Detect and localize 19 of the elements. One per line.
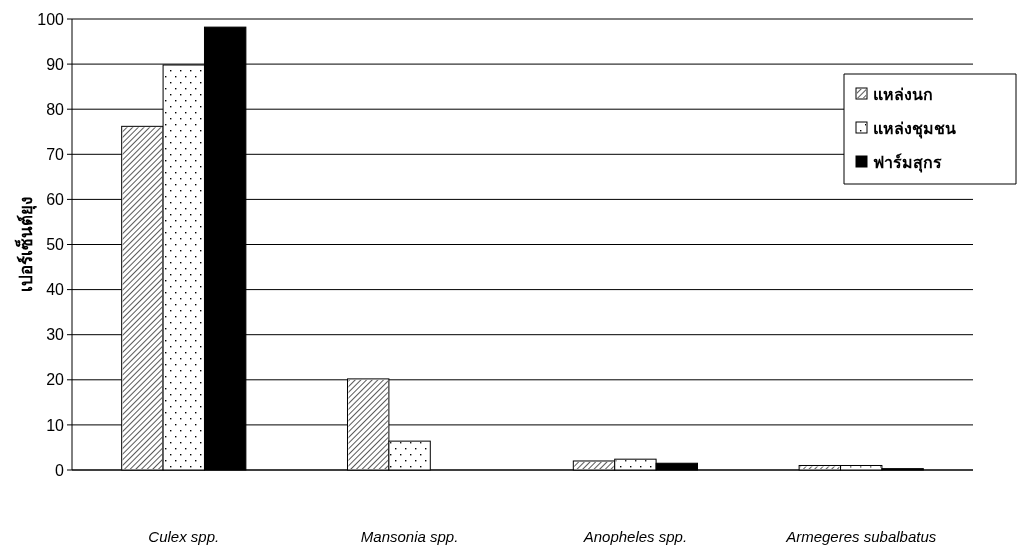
x-tick-label: Anopheles spp. [582, 528, 688, 545]
legend-label: แหล่งชุมชน [873, 118, 956, 139]
y-tick-label: 0 [55, 461, 65, 479]
y-tick-label: 90 [46, 55, 65, 73]
y-axis-title: เปอร์เซ็นต์ยุง [14, 197, 37, 292]
y-tick-label: 40 [46, 281, 65, 299]
x-tick-label: Armegeres subalbatus [785, 528, 937, 545]
x-tick-label: Mansonia spp. [360, 528, 459, 545]
legend-label: แหล่งนก [873, 84, 933, 104]
y-tick-label: 70 [46, 145, 65, 163]
y-tick-label: 60 [46, 191, 65, 208]
y-tick-label: 10 [46, 416, 65, 434]
y-tick-label: 80 [46, 100, 65, 118]
y-tick-label: 30 [46, 326, 65, 344]
y-tick-label: 100 [37, 10, 65, 28]
legend-label: ฟาร์มสุกร [873, 152, 942, 173]
y-tick-label: 50 [46, 236, 65, 254]
y-tick-label: 20 [46, 371, 65, 389]
x-tick-label: Culex spp. [148, 528, 220, 545]
